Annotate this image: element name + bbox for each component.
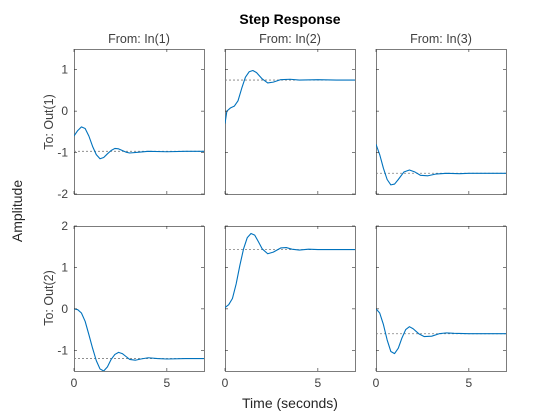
row-label-out2: To: Out(2) [42,270,56,326]
axes-box [225,49,356,195]
step-response-line [376,308,506,355]
step-response-line [225,232,355,309]
y-tick-label: 0 [61,104,68,118]
step-response-line [376,144,506,186]
row-label-out1: To: Out(1) [42,94,56,150]
y-tick-label: -1 [57,343,68,357]
chart-title: Step Response [239,11,340,27]
axes-box [376,49,507,195]
column-label-in1: From: In(1) [108,32,170,46]
step-response-line [225,69,355,124]
x-tick-label: 0 [222,376,229,390]
step-response-line [74,126,204,160]
step-response-line [74,308,204,371]
x-tick-label: 5 [164,376,171,390]
y-axis-label: Amplitude [9,180,25,242]
axes-box [376,226,507,372]
y-tick-label: 2 [61,219,68,233]
axes-box [74,226,205,372]
x-tick-label: 5 [466,376,473,390]
y-tick-label: 1 [61,63,68,77]
subplot-r1-c1: -2 -1 0 1 [57,49,205,201]
subplot-r1-c2 [224,49,356,195]
subplot-r2-c1: -1 0 1 2 0 5 [57,219,205,390]
axes-box [74,49,205,195]
axes-box [225,226,356,372]
y-tick-label: 0 [61,302,68,316]
y-tick-label: -1 [57,146,68,160]
subplot-r1-c3 [375,49,507,195]
column-label-in3: From: In(3) [410,32,472,46]
column-label-in2: From: In(2) [259,32,321,46]
x-tick-label: 0 [71,376,78,390]
x-axis-label: Time (seconds) [242,395,338,411]
y-tick-label: -2 [57,187,68,201]
x-tick-label: 0 [373,376,380,390]
y-tick-label: 1 [61,260,68,274]
x-tick-label: 5 [315,376,322,390]
